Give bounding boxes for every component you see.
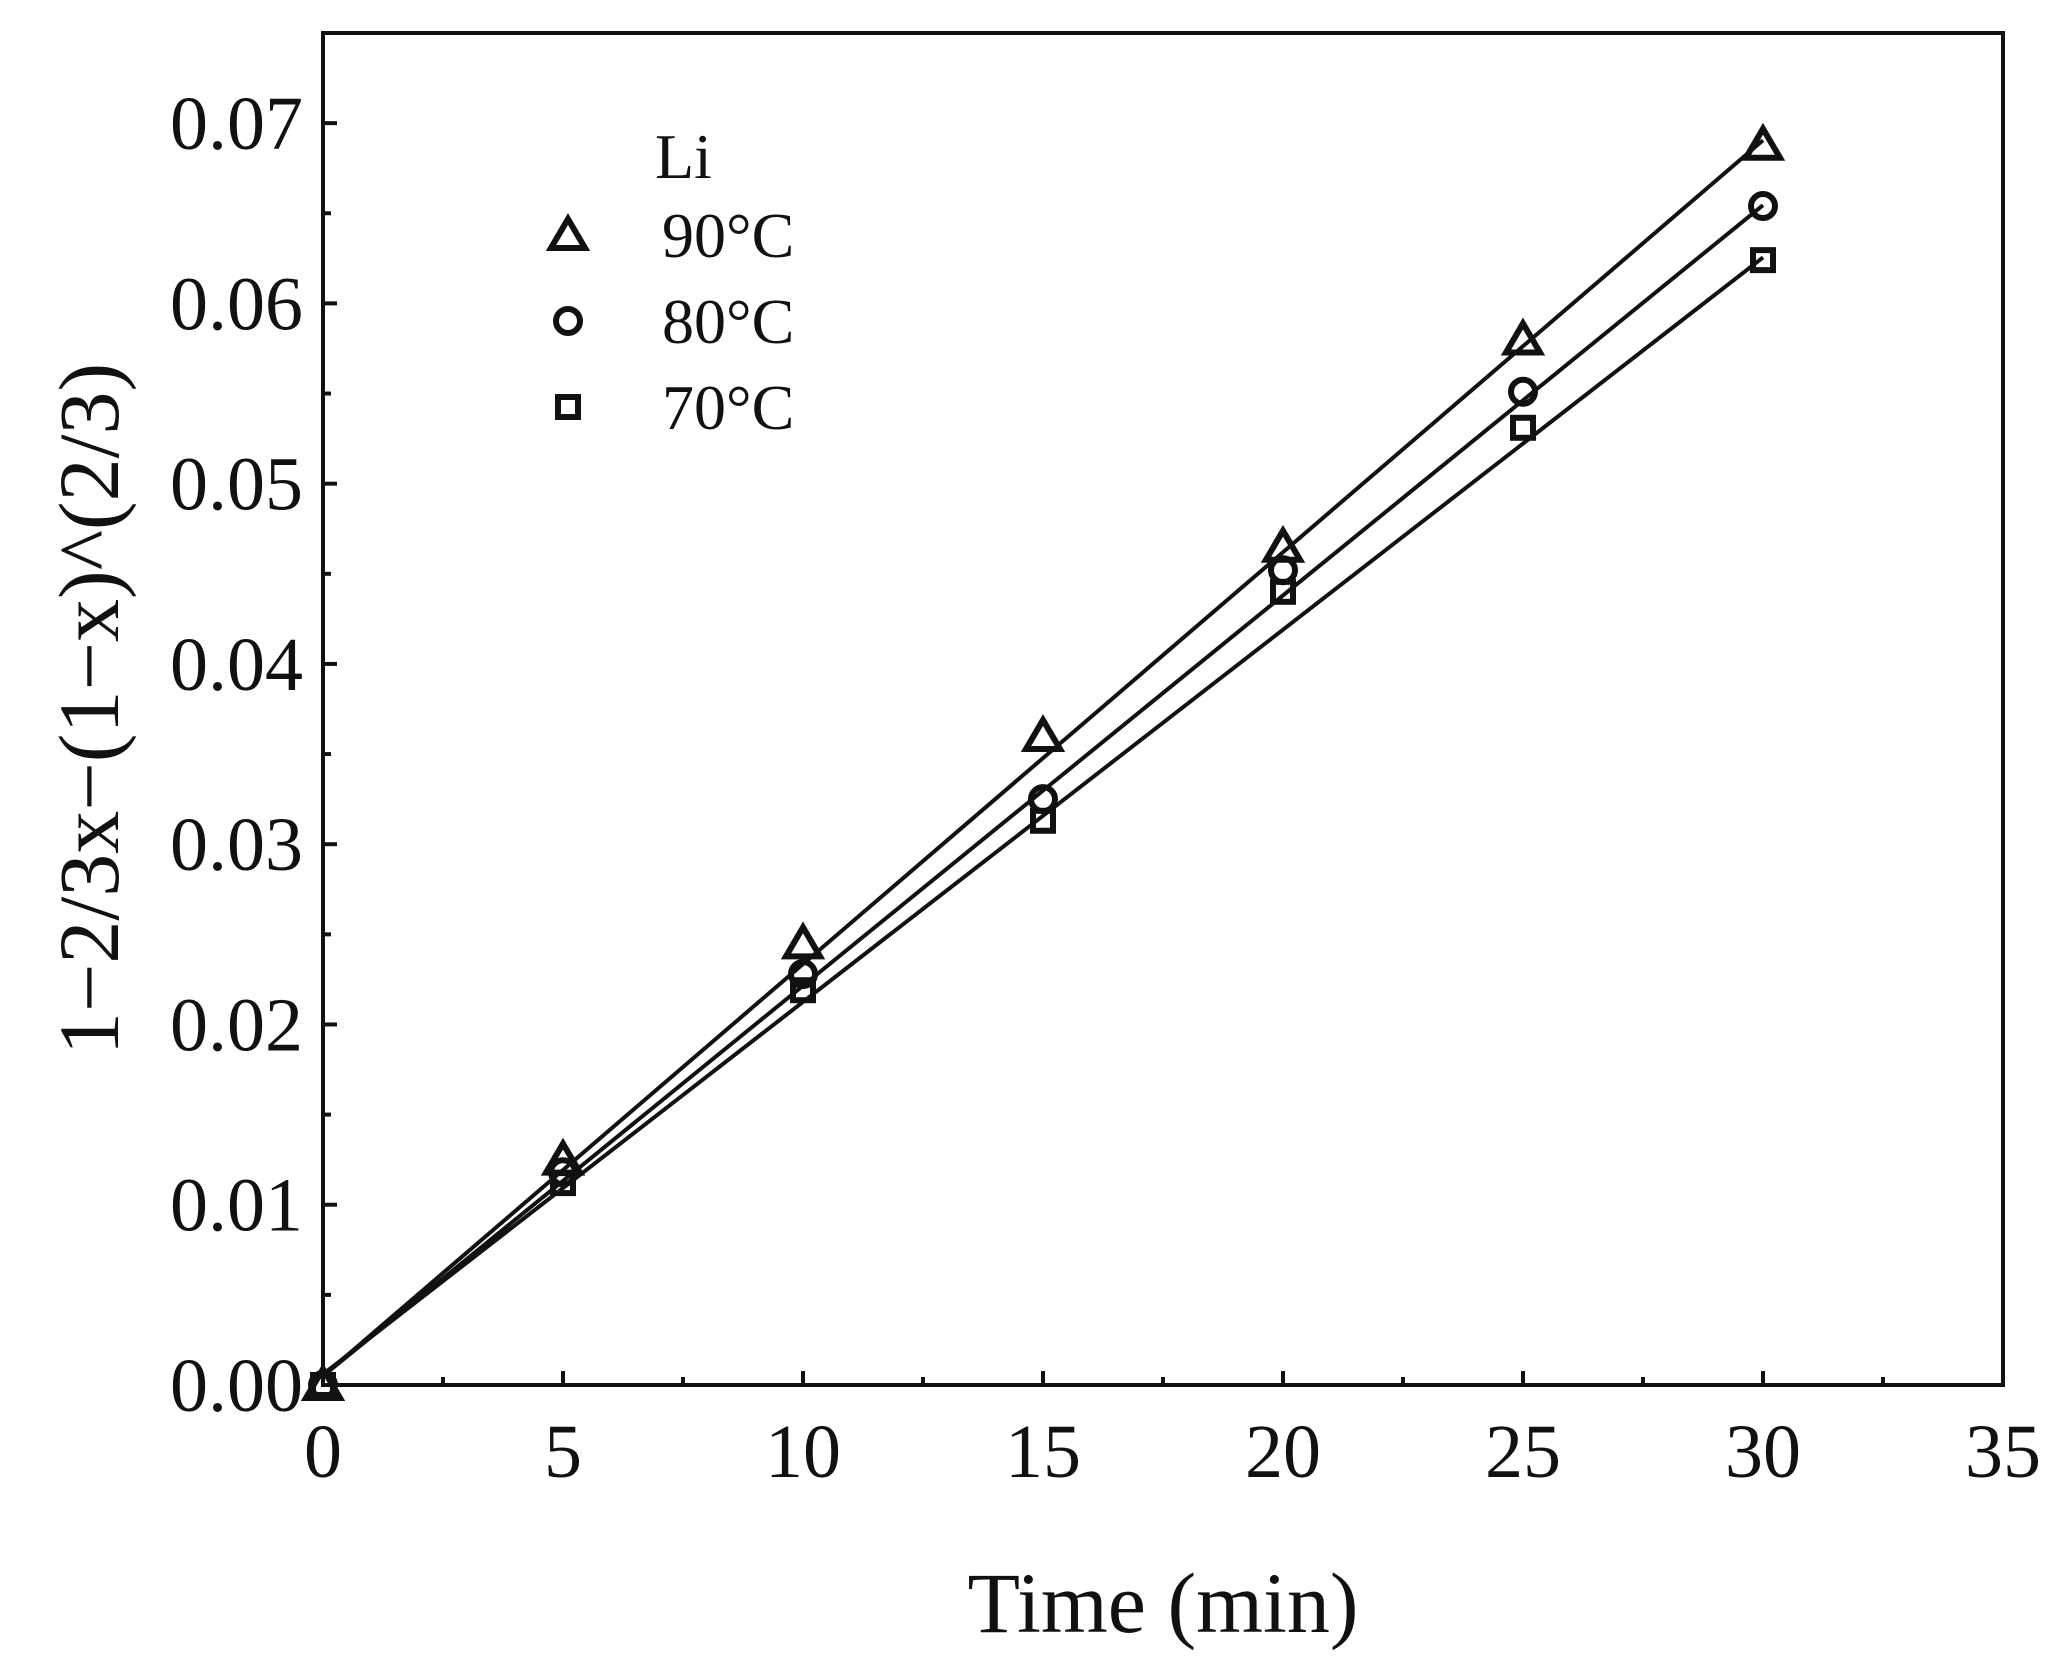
- legend-title: Li: [655, 121, 712, 192]
- data-point-70C-t10: [790, 977, 816, 1004]
- data-point-90C-t30: [1740, 122, 1786, 161]
- y-tick-label-6: 0.06: [170, 262, 303, 346]
- data-point-70C-t30: [1750, 247, 1776, 274]
- x-tick-label-0: 0: [304, 1410, 342, 1494]
- x-tick-label-15: 15: [1005, 1410, 1081, 1494]
- x-tick-label-25: 25: [1485, 1410, 1561, 1494]
- data-point-70C-t20: [1270, 578, 1296, 605]
- y-tick-label-1: 0.01: [170, 1164, 303, 1248]
- y-axis-title: 1−2/3x−(1−x)^(2/3): [41, 363, 137, 1055]
- y-tick-label-2: 0.02: [170, 983, 303, 1067]
- x-tick-label-30: 30: [1725, 1410, 1801, 1494]
- x-tick-label-20: 20: [1245, 1410, 1321, 1494]
- legend-marker-square: [555, 394, 581, 420]
- data-point-80C-t25: [1508, 376, 1538, 407]
- data-point-90C-t25: [1500, 317, 1546, 356]
- data-point-70C-t25: [1510, 414, 1536, 441]
- data-point-90C-t15: [1020, 714, 1066, 753]
- legend-label: 80°C: [662, 286, 794, 357]
- fit-line-70C: [321, 255, 1765, 1376]
- x-tick-label-10: 10: [765, 1410, 841, 1494]
- y-tick-label-7: 0.07: [170, 82, 303, 166]
- legend-marker-circle: [553, 306, 583, 336]
- axes: 0 5 10 15 20 25 30 35 0.00 0.01 0.02 0.03 0.04 0.05 0.…: [170, 31, 2041, 1494]
- data-point-70C-t5: [550, 1170, 576, 1197]
- legend-marker-triangle: [545, 213, 591, 251]
- legend-label: 70°C: [662, 372, 794, 443]
- x-tick-label-35: 35: [1965, 1410, 2041, 1494]
- y-tick-label-5: 0.05: [170, 443, 303, 527]
- y-tick-label-4: 0.04: [170, 623, 303, 707]
- fit-line-80C: [321, 203, 1765, 1378]
- legend-label: 90°C: [662, 200, 794, 271]
- data-point-80C-t30: [1748, 191, 1778, 222]
- x-tick-label-5: 5: [544, 1410, 582, 1494]
- x-axis-title: Time (min): [967, 1555, 1358, 1651]
- data-point-90C-t10: [780, 921, 826, 960]
- data-point-70C-t15: [1030, 807, 1056, 834]
- y-tick-label-0: 0.00: [170, 1344, 303, 1428]
- data-point-80C-t10: [788, 958, 818, 989]
- legend: Li 90°C 80°C 70°C: [545, 121, 794, 443]
- y-tick-label-3: 0.03: [170, 803, 303, 887]
